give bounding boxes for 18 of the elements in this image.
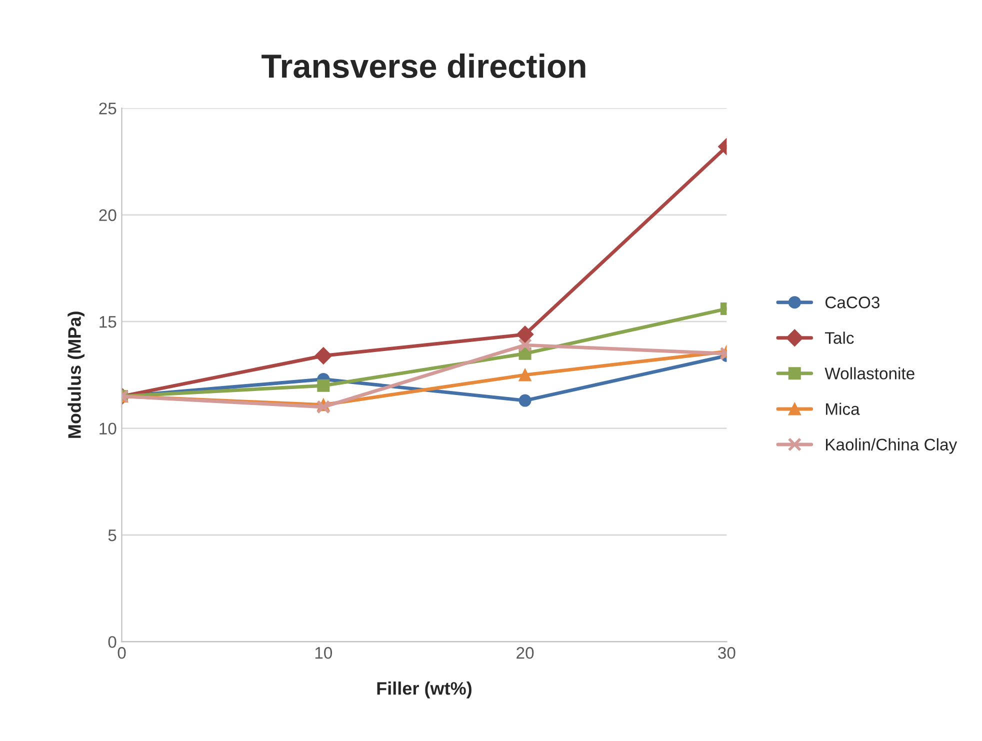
legend-label: Wollastonite <box>824 367 914 380</box>
y-tick-label: 0 <box>108 636 116 648</box>
x-tick-label: 10 <box>315 647 332 659</box>
legend-label: Mica <box>826 402 860 415</box>
y-tick-label: 20 <box>99 209 116 222</box>
x-tick-label: 0 <box>118 647 126 659</box>
x-tick-label: 20 <box>516 647 534 659</box>
legend-label: CaCO3 <box>825 296 880 308</box>
legend-label: Kaolin/China Clay <box>826 438 958 454</box>
y-axis-title: Modulus (MPa) <box>68 312 84 438</box>
chart-title: Transverse direction <box>262 53 586 78</box>
y-tick-label: 10 <box>100 422 116 434</box>
y-tick-label: 25 <box>99 102 116 114</box>
x-tick-label: 30 <box>718 647 736 659</box>
y-tick-label: 15 <box>100 316 116 328</box>
y-tick-label: 5 <box>108 530 116 542</box>
x-axis-title: Filler (wt%) <box>377 682 472 698</box>
legend-label: Talc <box>825 332 854 344</box>
